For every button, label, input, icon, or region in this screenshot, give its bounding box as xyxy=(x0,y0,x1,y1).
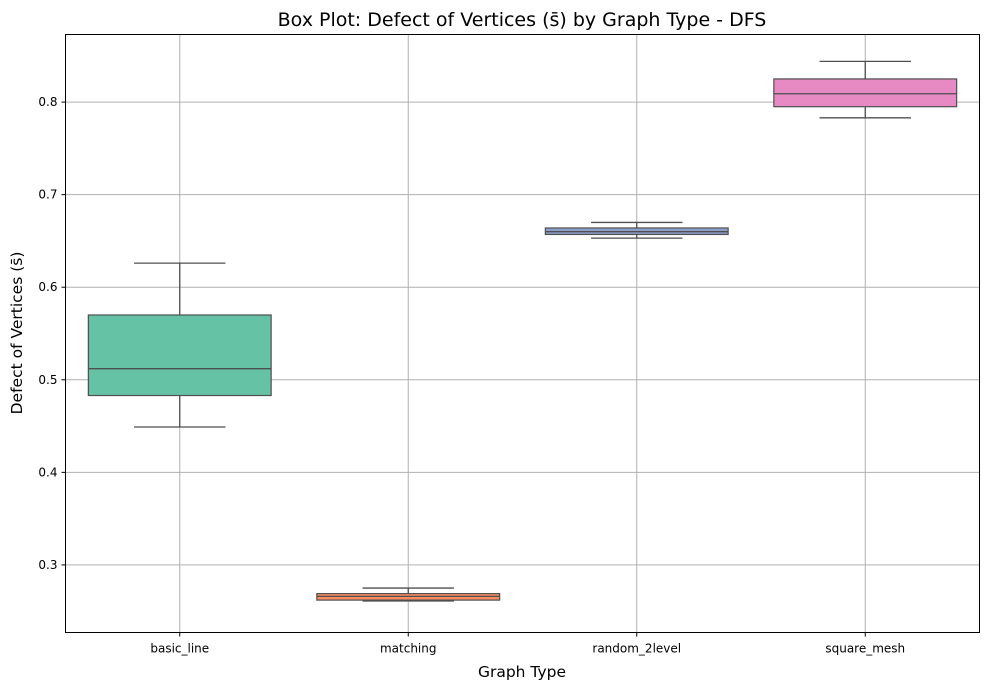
x-axis-label: Graph Type xyxy=(478,663,566,681)
y-tick-label: 0.3 xyxy=(38,558,57,572)
y-tick-label: 0.6 xyxy=(38,280,57,294)
box-body xyxy=(773,78,958,108)
y-tick-label: 0.8 xyxy=(38,95,57,109)
y-tick-label: 0.4 xyxy=(38,465,57,479)
boxes xyxy=(87,60,958,602)
chart-title: Box Plot: Defect of Vertices (s̄) by Gra… xyxy=(278,9,767,31)
y-tick-label: 0.7 xyxy=(38,188,57,202)
y-tick-label: 0.5 xyxy=(38,373,57,387)
y-axis-label: Defect of Vertices (s̄) xyxy=(8,252,26,415)
x-tick-label: square_mesh xyxy=(825,642,905,656)
box-group-matching xyxy=(316,587,501,602)
x-tick-label: matching xyxy=(380,642,437,656)
box-group-square_mesh xyxy=(773,60,958,119)
x-tick-label: random_2level xyxy=(592,642,681,656)
x-tick-label: basic_line xyxy=(150,642,209,656)
box-group-random_2level xyxy=(544,221,729,239)
box-body xyxy=(87,314,272,397)
box-group-basic_line xyxy=(87,262,272,428)
plot-frame xyxy=(65,34,980,633)
ticks: 0.3 0.4 0.5 0.6 0.7 0.8 basic_line matching rand… xyxy=(38,95,905,655)
